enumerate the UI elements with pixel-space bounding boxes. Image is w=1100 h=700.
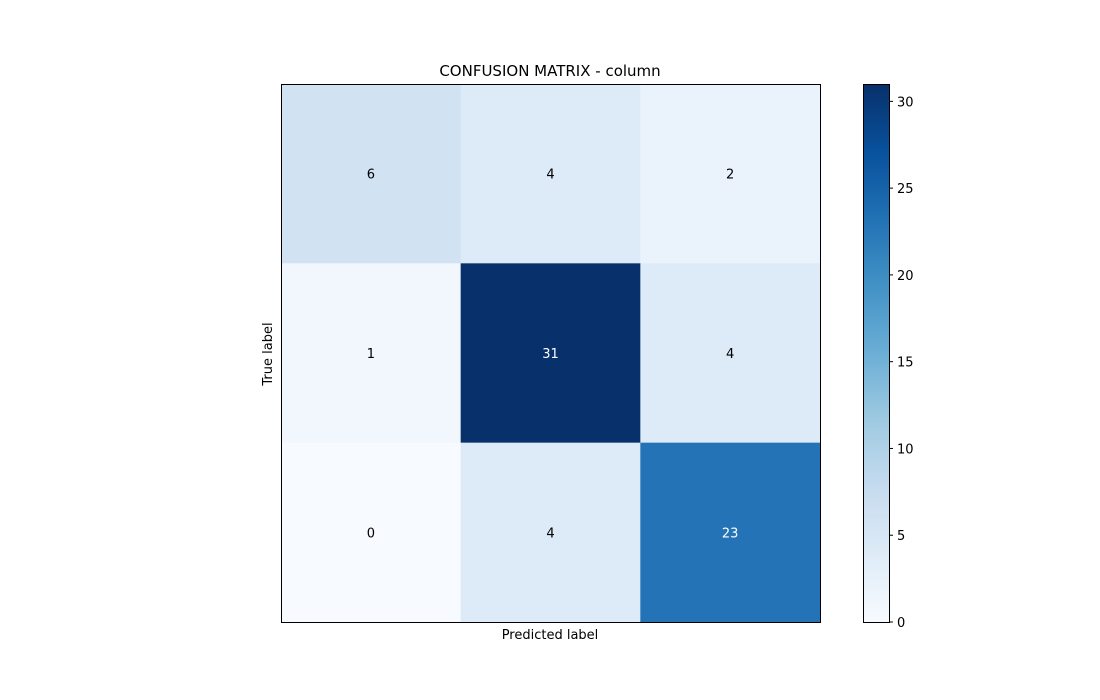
heatmap-cell-label: 4 xyxy=(546,526,554,541)
heatmap-cell-label: 4 xyxy=(546,168,554,183)
heatmap-cell xyxy=(640,442,821,623)
colorbar-ticks: 0 5 10 15 20 25 30 xyxy=(889,95,914,631)
colorbar-tick-label: 30 xyxy=(897,95,914,110)
heatmap-cell xyxy=(460,442,641,623)
colorbar-tick-label: 25 xyxy=(897,182,914,197)
x-axis-label: Predicted label xyxy=(502,628,599,643)
chart-title: CONFUSION MATRIX - column xyxy=(439,62,660,80)
heatmap-cells xyxy=(281,84,821,623)
y-axis-label: True label xyxy=(261,322,276,386)
heatmap-cell xyxy=(281,84,462,264)
heatmap-cell-label: 2 xyxy=(726,168,734,183)
colorbar-frame xyxy=(863,84,890,623)
heatmap-cell-label: 1 xyxy=(367,347,375,362)
colorbar xyxy=(863,84,889,622)
heatmap-cell-label: 4 xyxy=(726,347,734,362)
colorbar-tick-label: 0 xyxy=(897,616,905,631)
heatmap-cell-label: 6 xyxy=(367,168,375,183)
plot-frame xyxy=(281,84,821,623)
heatmap-cell-label: 31 xyxy=(542,347,559,362)
colorbar-tick-label: 5 xyxy=(897,529,905,544)
heatmap-cell xyxy=(460,263,641,444)
colorbar-tick-label: 15 xyxy=(897,356,914,371)
heatmap-cell xyxy=(640,84,821,264)
heatmap-cell-labels: 6 4 2 1 31 4 0 4 23 xyxy=(367,168,739,542)
heatmap-cell xyxy=(460,84,641,264)
heatmap-cell-label: 23 xyxy=(722,526,739,541)
colorbar-tick-label: 10 xyxy=(897,442,914,457)
colorbar-tick-label: 20 xyxy=(897,269,914,284)
heatmap-cell-label: 0 xyxy=(367,526,375,541)
heatmap-cell xyxy=(281,442,462,623)
heatmap-cell xyxy=(640,263,821,444)
heatmap-cell xyxy=(281,263,462,444)
